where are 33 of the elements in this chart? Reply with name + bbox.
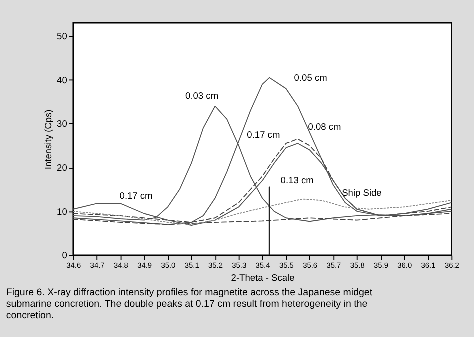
x-tick-label: 35.9 [374, 260, 388, 270]
x-tick-label: 35.5 [279, 260, 294, 270]
annotation: Ship Side [342, 188, 382, 198]
x-axis-title: 2-Theta - Scale [231, 272, 295, 283]
x-tick-label: 34.9 [138, 260, 152, 270]
y-tick-label: 10 [57, 206, 68, 217]
annotation: 0.13 cm [280, 176, 314, 186]
y-tick-label: 30 [57, 119, 68, 130]
y-tick-label: 20 [57, 162, 68, 173]
y-tick-label: 0 [62, 250, 68, 261]
annotation: 0.17 cm [120, 191, 154, 202]
caption: Figure 6. X-ray diffraction intensity profiles for magnetite across the Japanese midget submarine concretion. The double peaks at 0.17 cm result from heterogeneity in the concretion. [6, 287, 373, 322]
x-tick-label: 35.2 [208, 260, 223, 270]
annotation: 0.17 cm [247, 130, 280, 140]
x-tick-label: 35.6 [303, 260, 318, 270]
x-tick-label: 36.1 [421, 260, 436, 270]
x-tick-label: 36.0 [398, 260, 412, 270]
x-tick-label: 35.3 [232, 260, 247, 270]
x-tick-label: 35.1 [184, 260, 200, 270]
x-tick-label: 35.0 [161, 260, 176, 270]
x-tick-label: 35.7 [326, 260, 342, 270]
x-tick-label: 36.2 [444, 260, 460, 270]
annotation: 0.05 cm [294, 73, 328, 84]
x-tick-label: 34.8 [114, 260, 128, 270]
annotation: 0.03 cm [186, 90, 219, 101]
x-tick-label: 34.7 [90, 260, 105, 270]
x-tick-label: 35.4 [256, 260, 270, 270]
annotation: 0.08 cm [308, 122, 342, 132]
y-tick-label: 40 [57, 75, 68, 86]
x-tick-label: 34.6 [66, 260, 82, 270]
y-axis-title: Intensity (Cps) [43, 110, 54, 170]
y-tick-label: 50 [57, 31, 68, 42]
x-tick-label: 35.8 [350, 260, 365, 270]
